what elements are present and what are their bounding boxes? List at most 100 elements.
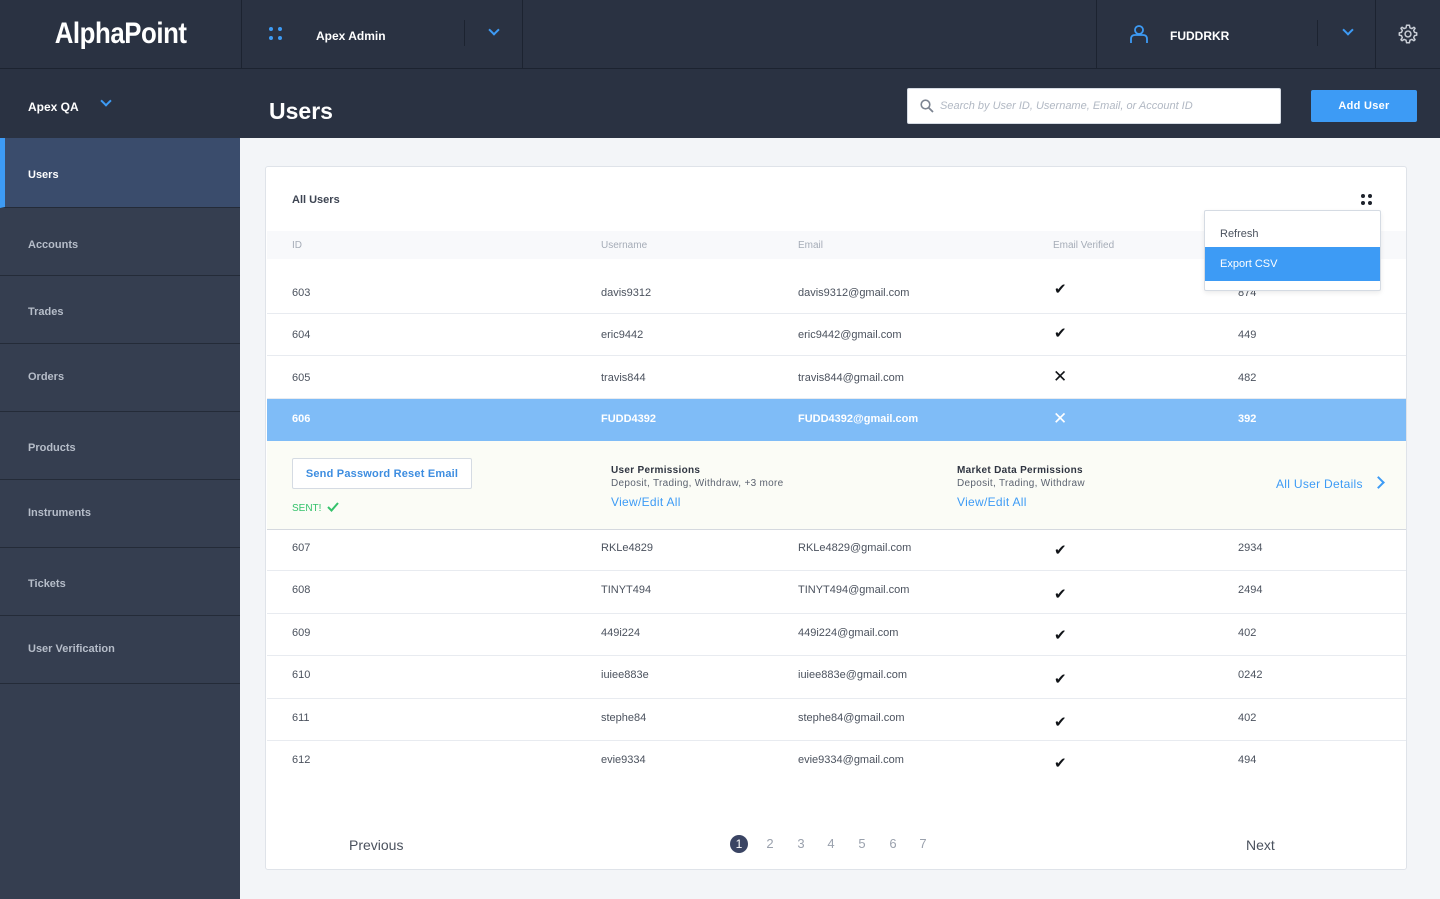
- sidebar-item-user-verification[interactable]: User Verification: [0, 616, 240, 684]
- page-6-button[interactable]: 6: [889, 836, 897, 851]
- page-1-button[interactable]: 1: [730, 835, 748, 853]
- chevron-down-icon[interactable]: [100, 95, 112, 107]
- sent-label: SENT!: [292, 503, 322, 514]
- cell-value: 0242: [1238, 669, 1263, 681]
- cross-icon: ✕: [1053, 367, 1068, 386]
- sidebar-item-label: Tickets: [28, 578, 66, 590]
- cell-email: 449i224@gmail.com: [798, 627, 899, 639]
- cell-email: evie9334@gmail.com: [798, 754, 904, 766]
- divider: [464, 20, 465, 46]
- add-user-button[interactable]: Add User: [1311, 90, 1417, 122]
- cell-id: 605: [292, 372, 311, 384]
- cell-value: 392: [1238, 413, 1257, 425]
- table-row[interactable]: 607 RKLe4829 RKLe4829@gmail.com ✔ 2934: [267, 530, 1406, 571]
- more-options-icon[interactable]: [1360, 193, 1374, 209]
- market-permissions-edit-link[interactable]: View/Edit All: [957, 495, 1027, 509]
- table-row[interactable]: 605 travis844 travis844@gmail.com ✕ 482: [267, 356, 1406, 399]
- cell-value: 402: [1238, 627, 1257, 639]
- table-row[interactable]: 611 stephe84 stephe84@gmail.com ✔ 402: [267, 699, 1406, 741]
- chevron-down-icon[interactable]: [1342, 24, 1354, 36]
- grid-icon: [269, 27, 283, 41]
- search-input[interactable]: [940, 89, 1276, 123]
- sidebar-item-trades[interactable]: Trades: [0, 276, 240, 344]
- sidebar-item-tickets[interactable]: Tickets: [0, 548, 240, 616]
- cell-id: 609: [292, 627, 311, 639]
- page-title: Users: [269, 98, 333, 124]
- page-4-button[interactable]: 4: [827, 836, 835, 851]
- sidebar-item-label: Trades: [28, 306, 64, 318]
- search-box: [907, 88, 1281, 124]
- cell-username: eric9442: [601, 329, 644, 341]
- cell-id: 606: [292, 413, 311, 425]
- market-permissions-title: Market Data Permissions: [957, 465, 1083, 476]
- cell-value: 449: [1238, 329, 1257, 341]
- cell-username: iuiee883e: [601, 669, 649, 681]
- cell-id: 603: [292, 287, 311, 299]
- menu-item-refresh[interactable]: Refresh: [1205, 217, 1380, 251]
- user-menu[interactable]: FUDDRKR: [1097, 0, 1376, 68]
- cell-id: 612: [292, 754, 311, 766]
- table-row[interactable]: 609 449i224 449i224@gmail.com ✔ 402: [267, 614, 1406, 656]
- chevron-down-icon[interactable]: [488, 24, 500, 36]
- column-header-email-verified[interactable]: Email Verified: [1053, 240, 1115, 251]
- check-icon: ✔: [1054, 714, 1067, 731]
- sidebar-item-accounts[interactable]: Accounts: [0, 208, 240, 276]
- cell-value: 2934: [1238, 542, 1263, 554]
- table-row[interactable]: 608 TINYT494 TINYT494@gmail.com ✔ 2494: [267, 571, 1406, 614]
- send-password-reset-button[interactable]: Send Password Reset Email: [292, 458, 472, 489]
- column-header-id[interactable]: ID: [292, 240, 302, 251]
- sidebar-item-products[interactable]: Products: [0, 412, 240, 480]
- gear-icon: [1398, 24, 1418, 44]
- user-permissions-title: User Permissions: [611, 465, 701, 476]
- cell-value: 482: [1238, 372, 1257, 384]
- divider: [1317, 20, 1318, 46]
- page-2-button[interactable]: 2: [766, 836, 774, 851]
- org-switcher[interactable]: Apex Admin: [242, 0, 523, 68]
- table-row[interactable]: 610 iuiee883e iuiee883e@gmail.com ✔ 0242: [267, 656, 1406, 699]
- users-card: All Users ID Username Email Email Verifi…: [265, 166, 1407, 870]
- environment-name: Apex QA: [28, 100, 79, 114]
- cell-id: 610: [292, 669, 311, 681]
- sidebar-item-users[interactable]: Users: [0, 138, 240, 208]
- table-row[interactable]: 604 eric9442 eric9442@gmail.com ✔ 449: [267, 314, 1406, 356]
- next-page-button[interactable]: Next: [1246, 837, 1275, 853]
- cell-username: 449i224: [601, 627, 641, 639]
- page-7-button[interactable]: 7: [919, 836, 927, 851]
- cross-icon: ✕: [1053, 409, 1068, 428]
- top-bar-spacer: [523, 0, 1097, 68]
- cell-email: FUDD4392@gmail.com: [798, 413, 919, 425]
- cell-id: 611: [292, 712, 310, 724]
- cell-email: TINYT494@gmail.com: [798, 584, 910, 596]
- check-icon: ✔: [1054, 755, 1067, 772]
- previous-page-button[interactable]: Previous: [349, 837, 404, 853]
- page-5-button[interactable]: 5: [858, 836, 866, 851]
- check-icon: ✔: [1054, 671, 1067, 688]
- page-3-button[interactable]: 3: [797, 836, 805, 851]
- cell-email: stephe84@gmail.com: [798, 712, 905, 724]
- sidebar-item-label: Accounts: [28, 239, 79, 251]
- column-header-email[interactable]: Email: [798, 240, 824, 251]
- check-icon: ✔: [1054, 627, 1067, 644]
- sidebar-item-label: User Verification: [28, 643, 115, 655]
- all-user-details-link[interactable]: All User Details: [1276, 477, 1363, 491]
- sidebar-item-instruments[interactable]: Instruments: [0, 480, 240, 548]
- cell-id: 608: [292, 584, 311, 596]
- sidebar-item-label: Users: [28, 169, 59, 181]
- column-header-username[interactable]: Username: [601, 240, 648, 251]
- table-row[interactable]: 612 evie9334 evie9334@gmail.com ✔ 494: [267, 741, 1406, 783]
- cell-email: travis844@gmail.com: [798, 372, 904, 384]
- menu-item-export-csv[interactable]: Export CSV: [1205, 247, 1380, 281]
- user-permissions-edit-link[interactable]: View/Edit All: [611, 495, 681, 509]
- chevron-right-icon[interactable]: [1372, 476, 1385, 489]
- user-icon: [1130, 25, 1148, 43]
- cell-value: 402: [1238, 712, 1257, 724]
- cell-id: 607: [292, 542, 311, 554]
- sidebar-item-orders[interactable]: Orders: [0, 344, 240, 412]
- table-row[interactable]: 603 davis9312 davis9312@gmail.com ✔ 874: [267, 271, 1406, 314]
- settings-button[interactable]: [1376, 0, 1440, 68]
- sidebar-item-label: Products: [28, 442, 76, 454]
- cell-username: RKLe4829: [601, 542, 653, 554]
- market-permissions-list: Deposit, Trading, Withdraw: [957, 478, 1085, 489]
- table-row-selected[interactable]: 606 FUDD4392 FUDD4392@gmail.com ✕ 392: [267, 399, 1406, 441]
- logo[interactable]: AlphaPoint: [0, 0, 242, 68]
